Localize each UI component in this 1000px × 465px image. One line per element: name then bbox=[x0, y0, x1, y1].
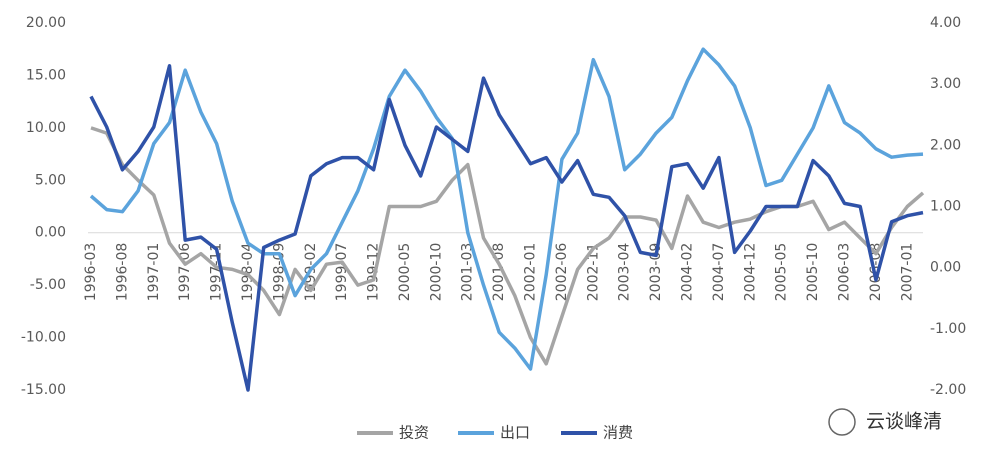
series-line bbox=[89, 64, 924, 392]
legend-text: 投资 bbox=[399, 424, 429, 442]
series-line bbox=[89, 47, 924, 371]
x-tick-label: 1997-06 bbox=[177, 243, 193, 302]
x-tick-label: 2005-05 bbox=[774, 243, 790, 302]
y-tick-label: -15.00 bbox=[21, 382, 66, 398]
x-tick-label: 2003-04 bbox=[617, 243, 633, 302]
x-tick-label: 1997-01 bbox=[146, 243, 162, 302]
y-tick-label: -5.00 bbox=[30, 277, 66, 293]
x-tick-label: 2004-12 bbox=[742, 243, 758, 302]
watermark: 云谈峰清 bbox=[828, 408, 942, 436]
x-tick-label: 2001-03 bbox=[460, 243, 476, 301]
y2-tick-label: 4.00 bbox=[930, 15, 961, 31]
y2-tick-label: 1.00 bbox=[930, 199, 961, 215]
x-tick-label: 2000-10 bbox=[428, 243, 444, 302]
x-tick-label: 2003-09 bbox=[648, 243, 664, 302]
x-tick-label: 2007-01 bbox=[899, 243, 915, 302]
x-tick-label: 2004-02 bbox=[680, 243, 696, 302]
y-tick-label: 10.00 bbox=[26, 120, 66, 136]
x-tick-label: 2000-05 bbox=[397, 243, 413, 302]
y-tick-label: 15.00 bbox=[26, 67, 66, 83]
y2-tick-label: 0.00 bbox=[930, 260, 961, 276]
legend-item: 出口 bbox=[458, 424, 530, 442]
y2-tick-label: 3.00 bbox=[930, 76, 961, 92]
x-tick-label: 2005-10 bbox=[805, 243, 821, 302]
x-tick-label: 1998-09 bbox=[271, 243, 287, 302]
x-tick-label: 2006-03 bbox=[837, 243, 853, 302]
x-tick-label: 1998-04 bbox=[240, 243, 256, 302]
x-tick-label: 2004-07 bbox=[711, 243, 727, 302]
x-tick-label: 2002-11 bbox=[585, 243, 601, 302]
y-tick-label: 20.00 bbox=[26, 15, 66, 31]
x-tick-label: 2002-01 bbox=[523, 243, 539, 302]
x-tick-label: 1996-08 bbox=[114, 243, 130, 302]
x-tick-label: 1999-07 bbox=[334, 243, 350, 302]
x-tick-label: 2002-06 bbox=[554, 243, 570, 302]
y2-tick-label: 2.00 bbox=[930, 137, 961, 153]
x-tick-label: 1996-03 bbox=[83, 243, 99, 302]
y2-tick-label: -1.00 bbox=[930, 321, 966, 337]
y2-tick-label: -2.00 bbox=[930, 382, 966, 398]
y-tick-label: -10.00 bbox=[21, 330, 66, 346]
legend-item: 消费 bbox=[561, 424, 633, 442]
legend-text: 消费 bbox=[603, 424, 633, 442]
y-tick-label: 5.00 bbox=[35, 172, 66, 188]
legend-item: 投资 bbox=[357, 424, 429, 442]
y-tick-label: 0.00 bbox=[35, 225, 66, 241]
legend-text: 出口 bbox=[500, 424, 530, 442]
watermark-text: 云谈峰清 bbox=[866, 411, 942, 433]
x-tick-label: 1997-11 bbox=[209, 243, 225, 302]
watermark-icon bbox=[828, 408, 856, 436]
